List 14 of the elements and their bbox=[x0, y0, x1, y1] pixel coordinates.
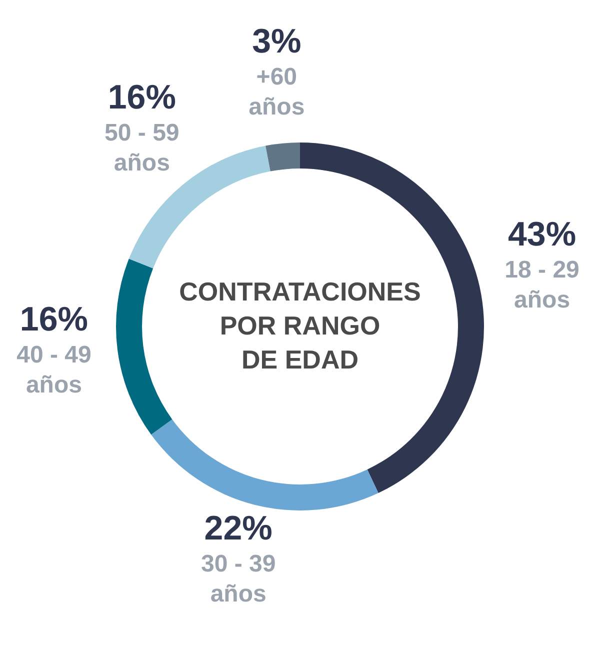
text: CONTRATACIONES POR RANGO DE EDAD bbox=[179, 276, 421, 374]
slice-label: +60 años bbox=[248, 64, 305, 121]
slice-label: 30 - 39 años bbox=[200, 550, 276, 608]
data-label: 16% bbox=[108, 78, 176, 116]
donut-slice bbox=[266, 142, 300, 172]
data-label: 3% bbox=[252, 22, 302, 61]
donut-slice bbox=[151, 419, 378, 510]
data-label: 22% bbox=[204, 510, 272, 548]
data-label: 16% bbox=[20, 300, 88, 339]
donut-slice bbox=[116, 258, 172, 435]
slice-label: 40 - 49 años bbox=[16, 342, 92, 399]
slice-label: 18 - 29 años bbox=[504, 256, 580, 314]
data-label: 43% bbox=[508, 215, 576, 254]
slice-label: 50 - 59 años bbox=[104, 119, 180, 176]
